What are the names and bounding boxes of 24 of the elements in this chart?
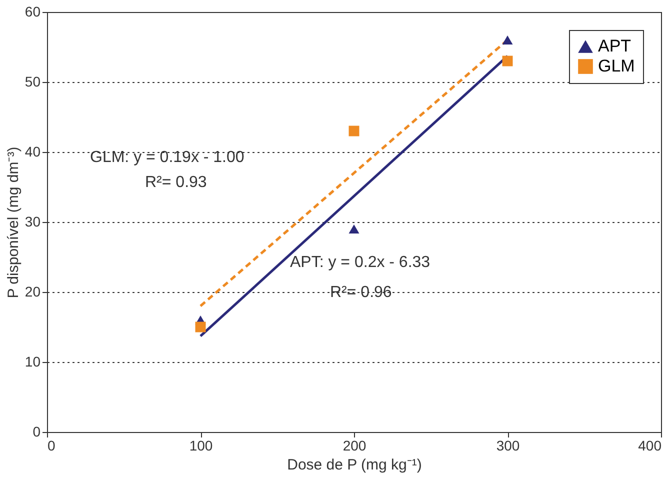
- y-tick-label: 50: [24, 74, 41, 90]
- annotation: APT: y = 0.2x - 6.33: [290, 254, 430, 271]
- y-tick-label: 0: [32, 424, 41, 440]
- point: [348, 126, 360, 136]
- x-axis-title: Dose de P (mg kg⁻¹): [287, 456, 422, 474]
- x-tick-label: 300: [496, 438, 520, 454]
- point: [195, 322, 206, 332]
- annotation: R²= 0.93: [145, 174, 207, 191]
- y-tick-label: 40: [24, 144, 41, 160]
- y-axis-title: P disponível (mg dm⁻³): [4, 146, 22, 298]
- annotation: R²= 0.96: [330, 284, 392, 301]
- x-tick-label: 0: [48, 438, 56, 454]
- point: [502, 35, 513, 45]
- y-tick-label: 60: [24, 4, 41, 20]
- y-tick-label: 20: [24, 284, 41, 300]
- y-tick-label: 30: [24, 214, 41, 230]
- legend-label: GLM: [598, 56, 635, 76]
- x-tick-label: 100: [189, 438, 213, 454]
- point: [502, 56, 513, 66]
- x-tick-label: 400: [638, 438, 662, 454]
- y-tick-label: 10: [24, 354, 41, 370]
- legend-label: APT: [598, 36, 632, 56]
- point: [348, 224, 360, 234]
- x-tick-label: 200: [342, 438, 366, 454]
